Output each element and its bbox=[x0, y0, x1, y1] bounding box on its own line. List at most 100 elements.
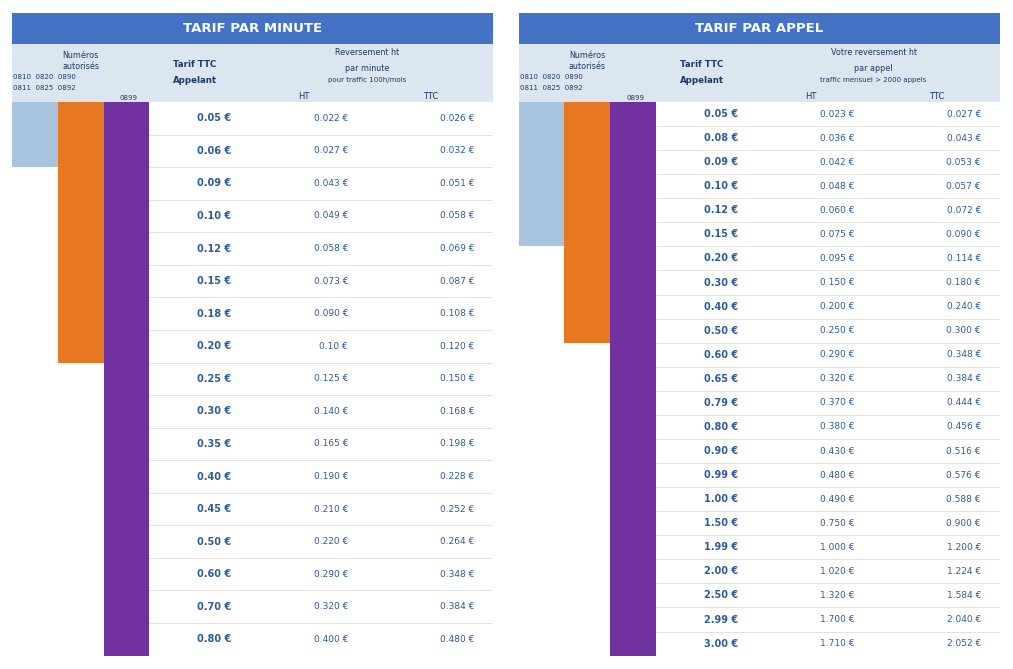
Text: 2.040 €: 2.040 € bbox=[946, 615, 981, 624]
Text: 0.60 €: 0.60 € bbox=[704, 350, 738, 360]
Text: 1.00 €: 1.00 € bbox=[704, 494, 738, 504]
Text: 0.210 €: 0.210 € bbox=[314, 504, 348, 514]
Text: 0.99 €: 0.99 € bbox=[704, 470, 738, 480]
Text: 0.027 €: 0.027 € bbox=[946, 110, 981, 118]
Text: 1.99 €: 1.99 € bbox=[704, 543, 738, 553]
Text: 0.80 €: 0.80 € bbox=[704, 422, 738, 432]
Text: 0.300 €: 0.300 € bbox=[946, 326, 981, 335]
Text: 0.45 €: 0.45 € bbox=[198, 504, 232, 514]
Text: traffic mensuel > 2000 appels: traffic mensuel > 2000 appels bbox=[821, 77, 927, 83]
Text: 0.108 €: 0.108 € bbox=[440, 309, 474, 318]
Text: TTC: TTC bbox=[422, 92, 438, 101]
Bar bbox=[519, 13, 1000, 44]
Text: Tarif TTC: Tarif TTC bbox=[173, 60, 217, 69]
Text: 0.70 €: 0.70 € bbox=[198, 602, 232, 611]
Text: 0.180 €: 0.180 € bbox=[946, 278, 981, 287]
Text: 0.320 €: 0.320 € bbox=[314, 602, 348, 611]
Text: 0.08 €: 0.08 € bbox=[704, 133, 738, 143]
Text: 0.348 €: 0.348 € bbox=[440, 570, 474, 579]
Text: 0.290 €: 0.290 € bbox=[314, 570, 348, 579]
Text: 0.090 €: 0.090 € bbox=[314, 309, 348, 318]
Text: 2.00 €: 2.00 € bbox=[704, 567, 738, 577]
Text: 0.380 €: 0.380 € bbox=[821, 422, 855, 432]
Text: 0.190 €: 0.190 € bbox=[314, 472, 348, 481]
Text: 0.320 €: 0.320 € bbox=[821, 375, 855, 383]
Text: 0.15 €: 0.15 € bbox=[198, 276, 232, 286]
Text: 0.576 €: 0.576 € bbox=[946, 470, 981, 480]
Text: 0.12 €: 0.12 € bbox=[198, 244, 232, 254]
Bar bbox=[103, 102, 149, 656]
Bar bbox=[610, 102, 655, 656]
Text: 0.072 €: 0.072 € bbox=[946, 206, 981, 215]
Text: 1.000 €: 1.000 € bbox=[821, 543, 855, 552]
Text: 0.430 €: 0.430 € bbox=[821, 446, 855, 456]
Text: 0.027 €: 0.027 € bbox=[314, 147, 348, 155]
Text: 1.320 €: 1.320 € bbox=[821, 591, 855, 600]
Text: Numéros
autorisés: Numéros autorisés bbox=[568, 51, 606, 71]
Text: TTC: TTC bbox=[929, 92, 944, 101]
Text: par appel: par appel bbox=[854, 64, 892, 73]
Text: 1.020 €: 1.020 € bbox=[821, 567, 855, 576]
Text: 0811  0825  0892: 0811 0825 0892 bbox=[520, 85, 582, 91]
Text: 0.042 €: 0.042 € bbox=[821, 158, 855, 167]
Text: 0.50 €: 0.50 € bbox=[704, 326, 738, 336]
Text: 0.60 €: 0.60 € bbox=[198, 569, 232, 579]
Text: 0.384 €: 0.384 € bbox=[440, 602, 474, 611]
Text: 0.50 €: 0.50 € bbox=[198, 537, 232, 547]
Text: Reversement ht: Reversement ht bbox=[335, 48, 399, 58]
Text: 0.165 €: 0.165 € bbox=[314, 440, 348, 448]
Text: 0.09 €: 0.09 € bbox=[704, 157, 738, 167]
Text: 1.584 €: 1.584 € bbox=[946, 591, 981, 600]
Text: 1.50 €: 1.50 € bbox=[704, 518, 738, 529]
Text: 0.25 €: 0.25 € bbox=[198, 374, 232, 384]
Text: Numéros
autorisés: Numéros autorisés bbox=[62, 51, 99, 71]
Text: 0.075 €: 0.075 € bbox=[821, 230, 855, 239]
Text: 3.00 €: 3.00 € bbox=[704, 639, 738, 648]
Text: HT: HT bbox=[804, 92, 816, 101]
Text: 0.252 €: 0.252 € bbox=[440, 504, 474, 514]
Text: 0.90 €: 0.90 € bbox=[704, 446, 738, 456]
Text: 0.125 €: 0.125 € bbox=[314, 375, 348, 383]
Bar bbox=[12, 44, 493, 102]
Text: 0.043 €: 0.043 € bbox=[314, 179, 348, 188]
Text: 0.40 €: 0.40 € bbox=[198, 472, 232, 482]
Text: 0.490 €: 0.490 € bbox=[821, 494, 855, 504]
Text: 0.120 €: 0.120 € bbox=[440, 342, 474, 351]
Text: 0.09 €: 0.09 € bbox=[198, 179, 232, 189]
Text: 0.348 €: 0.348 € bbox=[946, 351, 981, 359]
Text: 0.095 €: 0.095 € bbox=[821, 254, 855, 263]
Text: 0.15 €: 0.15 € bbox=[704, 229, 738, 240]
Text: 0.090 €: 0.090 € bbox=[946, 230, 981, 239]
Text: 0.069 €: 0.069 € bbox=[440, 244, 474, 253]
Text: 0.30 €: 0.30 € bbox=[704, 278, 738, 288]
Text: 0.140 €: 0.140 € bbox=[314, 407, 348, 416]
Text: TARIF PAR MINUTE: TARIF PAR MINUTE bbox=[183, 22, 322, 35]
Text: 0.480 €: 0.480 € bbox=[440, 635, 474, 644]
Text: 0.060 €: 0.060 € bbox=[821, 206, 855, 215]
Text: 1.224 €: 1.224 € bbox=[947, 567, 981, 576]
Text: 0.444 €: 0.444 € bbox=[947, 398, 981, 407]
Text: 0.384 €: 0.384 € bbox=[946, 375, 981, 383]
Text: 0.114 €: 0.114 € bbox=[946, 254, 981, 263]
Text: 0.12 €: 0.12 € bbox=[704, 205, 738, 215]
Text: 0.043 €: 0.043 € bbox=[946, 134, 981, 142]
Text: 0.05 €: 0.05 € bbox=[198, 113, 232, 123]
Text: 0.456 €: 0.456 € bbox=[946, 422, 981, 432]
Text: 0899: 0899 bbox=[626, 95, 644, 101]
Text: par minute: par minute bbox=[344, 64, 389, 73]
Text: 0.05 €: 0.05 € bbox=[704, 109, 738, 119]
Text: 0810  0820  0890: 0810 0820 0890 bbox=[520, 74, 582, 80]
Text: pour traffic 100h/mois: pour traffic 100h/mois bbox=[328, 77, 406, 83]
Text: 0.198 €: 0.198 € bbox=[440, 440, 474, 448]
Text: 0.053 €: 0.053 € bbox=[946, 158, 981, 167]
Text: 0.10 €: 0.10 € bbox=[198, 211, 232, 221]
Text: 0.10 €: 0.10 € bbox=[704, 181, 738, 191]
Text: 0.048 €: 0.048 € bbox=[821, 182, 855, 191]
Text: 0.150 €: 0.150 € bbox=[821, 278, 855, 287]
Text: 0.480 €: 0.480 € bbox=[821, 470, 855, 480]
Text: 0899: 0899 bbox=[120, 95, 138, 101]
Text: 0.058 €: 0.058 € bbox=[314, 244, 348, 253]
Text: 0.168 €: 0.168 € bbox=[440, 407, 474, 416]
Text: 0.588 €: 0.588 € bbox=[946, 494, 981, 504]
Text: Appelant: Appelant bbox=[173, 76, 217, 84]
